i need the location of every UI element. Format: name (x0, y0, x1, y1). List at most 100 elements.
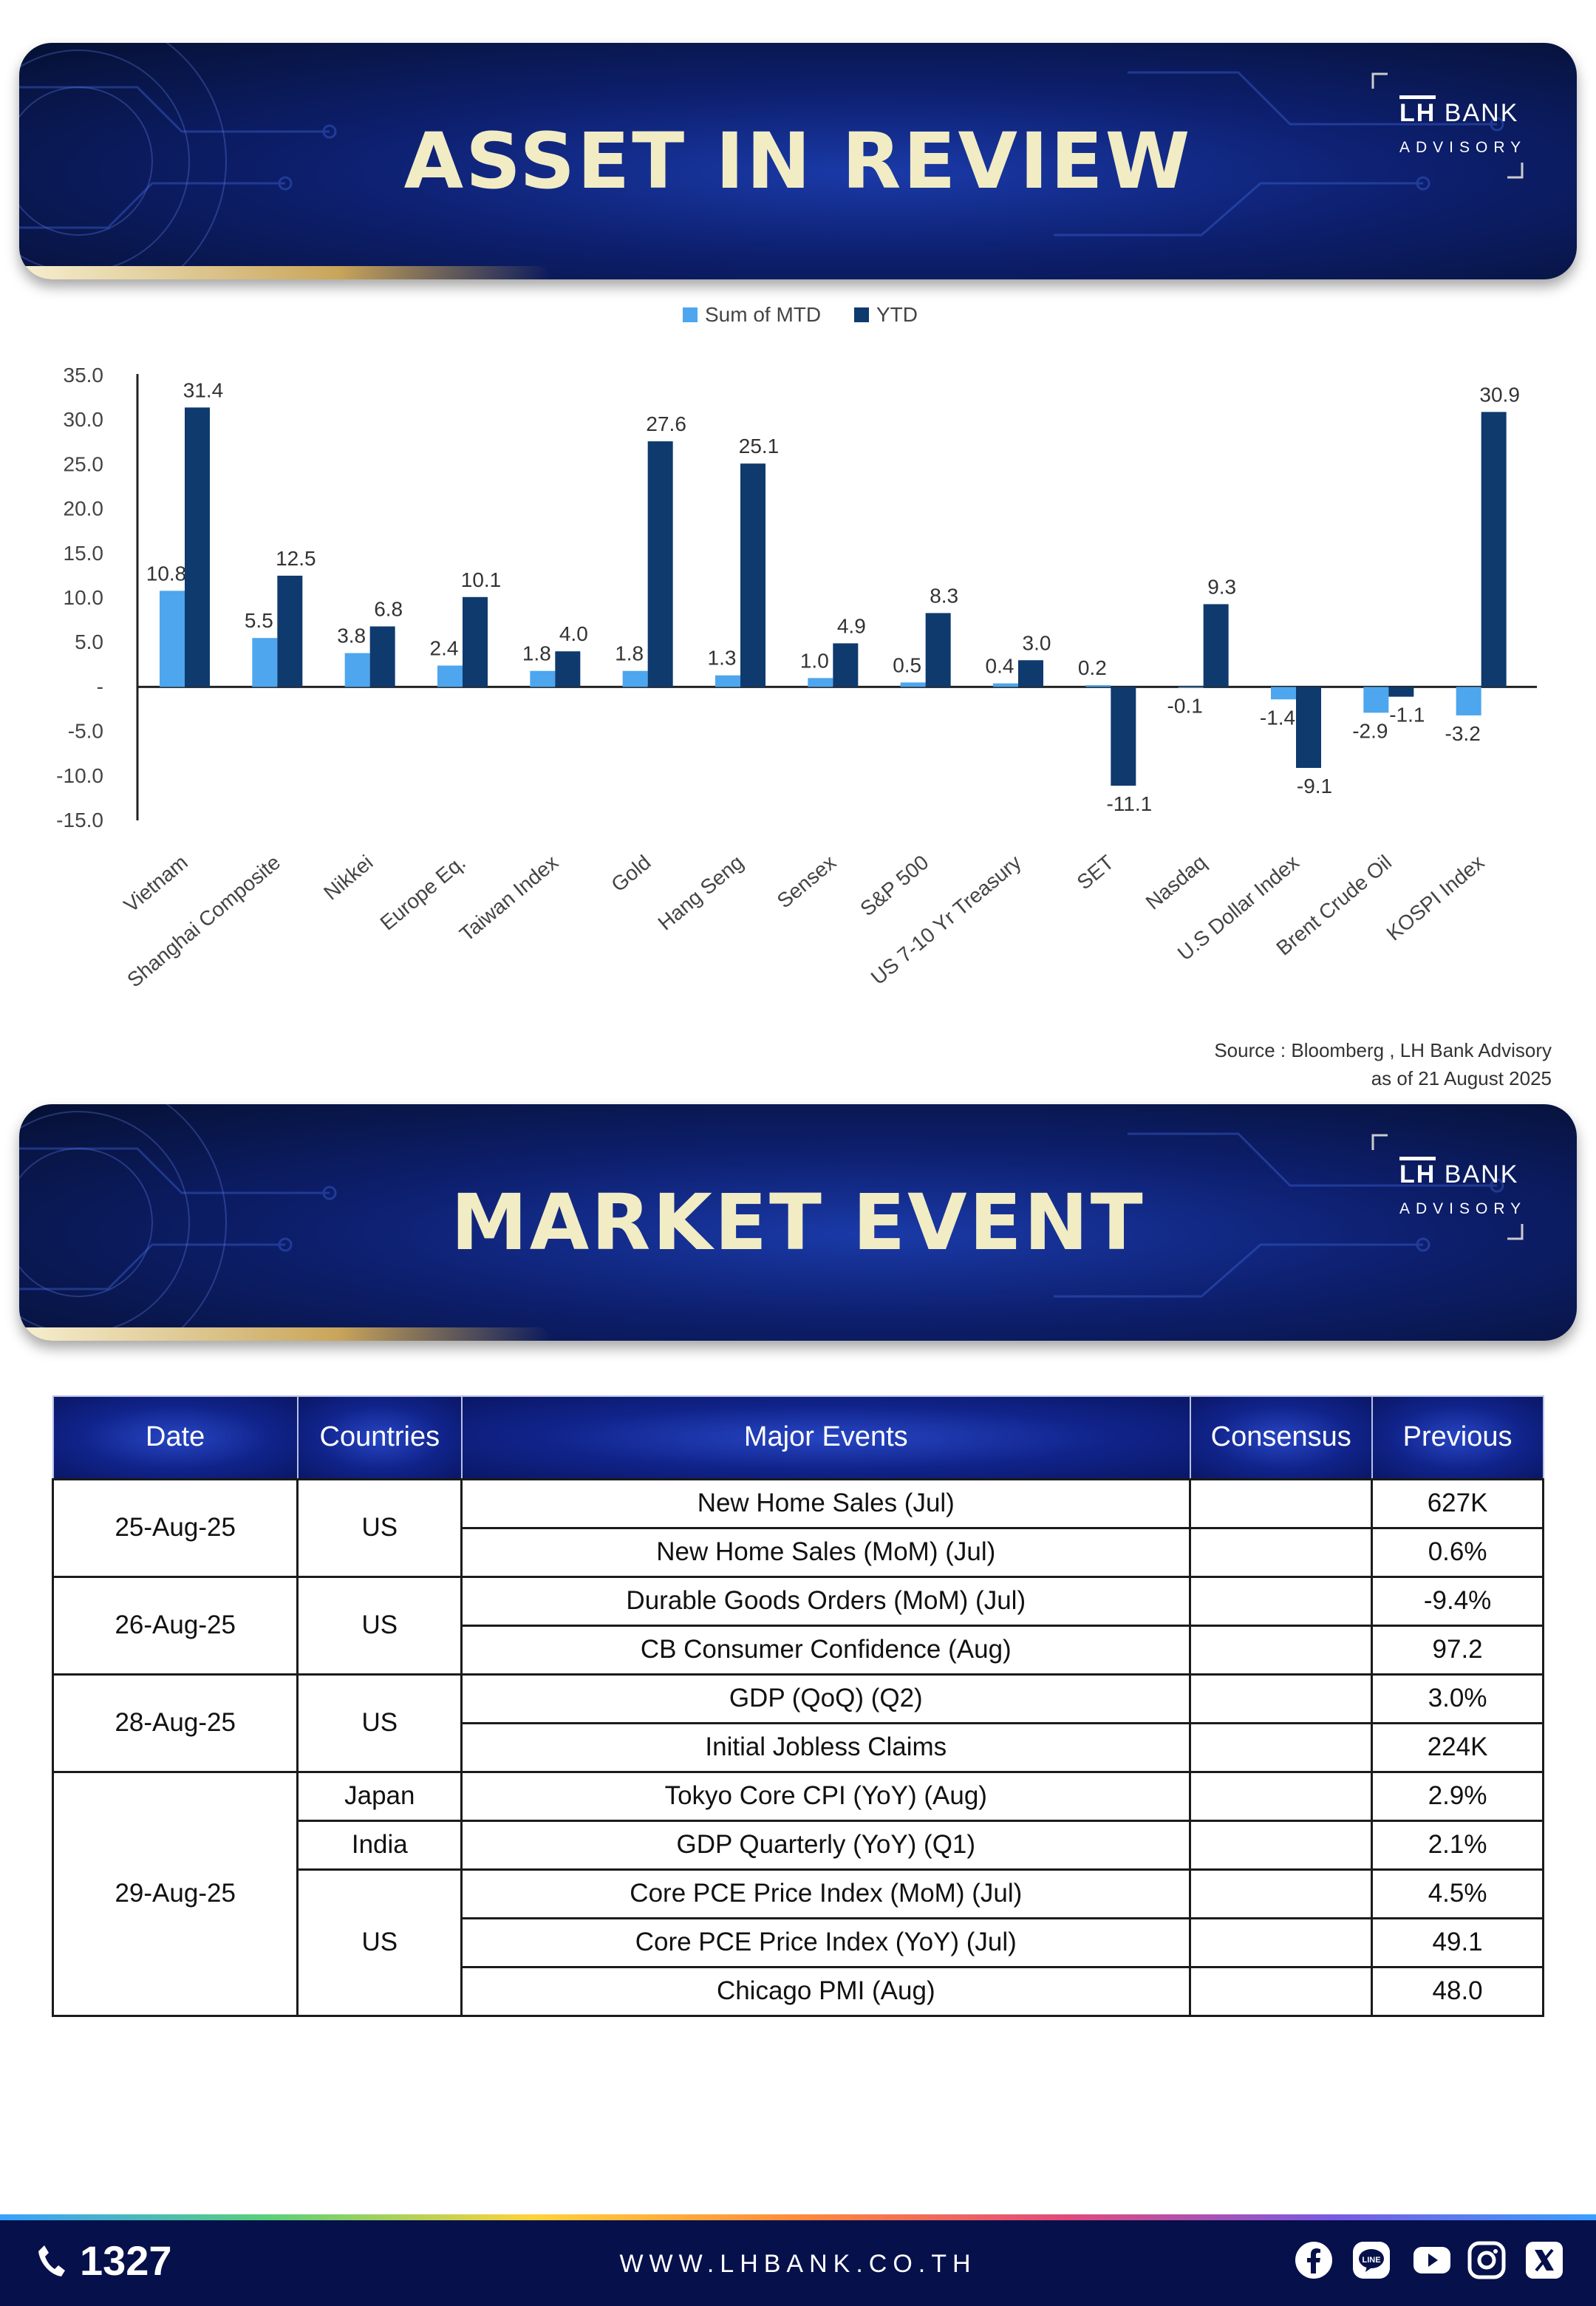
y-tick-label: 20.0 (64, 497, 104, 520)
data-label-ytd: -1.1 (1389, 704, 1425, 727)
y-tick-label: -5.0 (68, 720, 103, 743)
consensus-cell (1189, 1721, 1374, 1773)
youtube-icon[interactable] (1410, 2241, 1450, 2279)
bar-mtd (437, 665, 463, 687)
header-major-events: Major Events (460, 1395, 1191, 1480)
y-tick-label: 30.0 (64, 408, 104, 431)
event-cell: Core PCE Price Index (YoY) (Jul) (460, 1916, 1192, 1968)
data-label-ytd: 4.9 (837, 614, 866, 637)
country-cell: US (296, 1673, 463, 1773)
event-cell: Chicago PMI (Aug) (460, 1965, 1192, 2017)
footer-gradient-stripe (0, 2214, 1596, 2220)
x-tick-label: S&P 500 (856, 851, 932, 920)
consensus-cell (1189, 1770, 1374, 1822)
bar-mtd (530, 670, 556, 687)
table-row: 25-Aug-25 US New Home Sales (Jul) 627K (51, 1477, 1544, 1578)
data-label-ytd: 31.4 (183, 378, 224, 401)
data-label-mtd: -0.1 (1167, 695, 1203, 718)
data-label-ytd: -11.1 (1106, 792, 1152, 815)
y-tick-label: 25.0 (64, 452, 104, 475)
logo-name: LH BANK (1399, 95, 1519, 128)
svg-text:LINE: LINE (1362, 2256, 1380, 2265)
country-cell: US (296, 1575, 463, 1676)
bar-ytd (833, 643, 859, 687)
data-label-mtd: -1.4 (1260, 706, 1295, 729)
x-tick-label: Gold (607, 851, 655, 897)
bar-ytd (463, 596, 488, 687)
footer-bar: 1327 WWW.LHBANK.CO.TH LINE (0, 2214, 1596, 2306)
logo-name-lh: LH (1399, 1157, 1436, 1188)
legend-label-0: Sum of MTD (705, 303, 821, 326)
banner-title: MARKET EVENT (451, 1177, 1145, 1268)
bar-mtd (993, 683, 1018, 687)
x-tick-label: Europe Eq. (376, 851, 470, 935)
x-tick-label: Sensex (773, 851, 840, 913)
legend-swatch-0 (683, 307, 698, 322)
asset-in-review-banner: ASSET IN REVIEW LH BANK ADVISORY (19, 43, 1577, 279)
data-label-ytd: 12.5 (276, 547, 316, 570)
gold-accent-bar (19, 1327, 551, 1341)
data-label-mtd: -3.2 (1445, 722, 1481, 745)
bar-ytd (555, 651, 581, 687)
website-link[interactable]: WWW.LHBANK.CO.TH (619, 2250, 977, 2278)
source-line-1: Source : Bloomberg , LH Bank Advisory (1214, 1039, 1552, 1061)
event-cell: New Home Sales (MoM) (Jul) (460, 1526, 1192, 1578)
lh-bank-logo: LH BANK ADVISORY (1370, 71, 1525, 182)
bar-mtd (160, 591, 185, 687)
line-icon[interactable]: LINE (1352, 2241, 1391, 2279)
logo-bracket-icon (1371, 1134, 1524, 1240)
data-label-ytd: 27.6 (646, 412, 686, 435)
x-tick-label: Nasdaq (1142, 851, 1211, 914)
data-label-mtd: 3.8 (337, 625, 366, 647)
logo-sub: ADVISORY (1399, 1200, 1527, 1217)
consensus-cell (1189, 1673, 1374, 1724)
data-label-ytd: 6.8 (374, 598, 403, 621)
date-cell: 29-Aug-25 (51, 1770, 299, 2017)
bar-mtd (1363, 687, 1389, 713)
bar-mtd (900, 682, 926, 687)
x-tick-label: US 7-10 Yr Treasury (867, 851, 1026, 989)
x-icon[interactable] (1525, 2241, 1563, 2279)
consensus-cell (1189, 1819, 1374, 1871)
date-cell: 26-Aug-25 (51, 1575, 299, 1676)
event-cell: New Home Sales (Jul) (460, 1477, 1192, 1529)
data-label-ytd: 3.0 (1023, 631, 1051, 654)
instagram-icon[interactable] (1467, 2241, 1506, 2279)
previous-cell: 0.6% (1371, 1526, 1544, 1578)
event-cell: Tokyo Core CPI (YoY) (Aug) (460, 1770, 1192, 1822)
bar-ytd (740, 463, 765, 687)
market-events-table: Date Countries Major Events Consensus Pr… (51, 1395, 1544, 2017)
event-cell: CB Consumer Confidence (Aug) (460, 1624, 1192, 1676)
legend-swatch-1 (854, 307, 869, 322)
legend-label-1: YTD (876, 303, 918, 326)
hotline-number: 1327 (80, 2237, 172, 2284)
previous-cell: 627K (1371, 1477, 1544, 1529)
phone-icon (38, 2245, 65, 2276)
logo-name-bank: BANK (1444, 99, 1519, 127)
table-row: CB Consumer Confidence (Aug) 97.2 (53, 1624, 1544, 1676)
data-label-mtd: 2.4 (430, 637, 459, 660)
table-header-row: Date Countries Major Events Consensus Pr… (52, 1395, 1544, 1480)
previous-cell: 97.2 (1371, 1624, 1544, 1676)
data-label-mtd: 0.5 (893, 653, 921, 676)
logo-bracket-icon (1371, 72, 1524, 179)
event-cell: Core PCE Price Index (MoM) (Jul) (460, 1868, 1192, 1919)
hotline[interactable]: 1327 (37, 2237, 172, 2285)
previous-cell: -9.4% (1371, 1575, 1544, 1627)
source-line-2: as of 21 August 2025 (1371, 1067, 1552, 1089)
x-tick-label: Shanghai Composite (123, 851, 284, 992)
country-cell: US (296, 1868, 463, 2017)
bar-ytd (185, 407, 210, 687)
y-tick-label: -15.0 (56, 809, 103, 831)
data-label-mtd: 0.4 (986, 655, 1014, 678)
header-date: Date (52, 1395, 299, 1480)
facebook-icon[interactable] (1295, 2241, 1333, 2279)
table-row: New Home Sales (MoM) (Jul) 0.6% (53, 1526, 1544, 1578)
previous-cell: 2.9% (1371, 1770, 1544, 1822)
y-tick-label: 15.0 (64, 542, 104, 565)
bar-ytd (647, 441, 673, 687)
bar-ytd (925, 613, 951, 687)
header-countries: Countries (296, 1395, 463, 1480)
table-row: India GDP Quarterly (YoY) (Q1) 2.1% (53, 1819, 1544, 1871)
table-row: US Core PCE Price Index (MoM) (Jul) 4.5% (53, 1868, 1544, 2017)
